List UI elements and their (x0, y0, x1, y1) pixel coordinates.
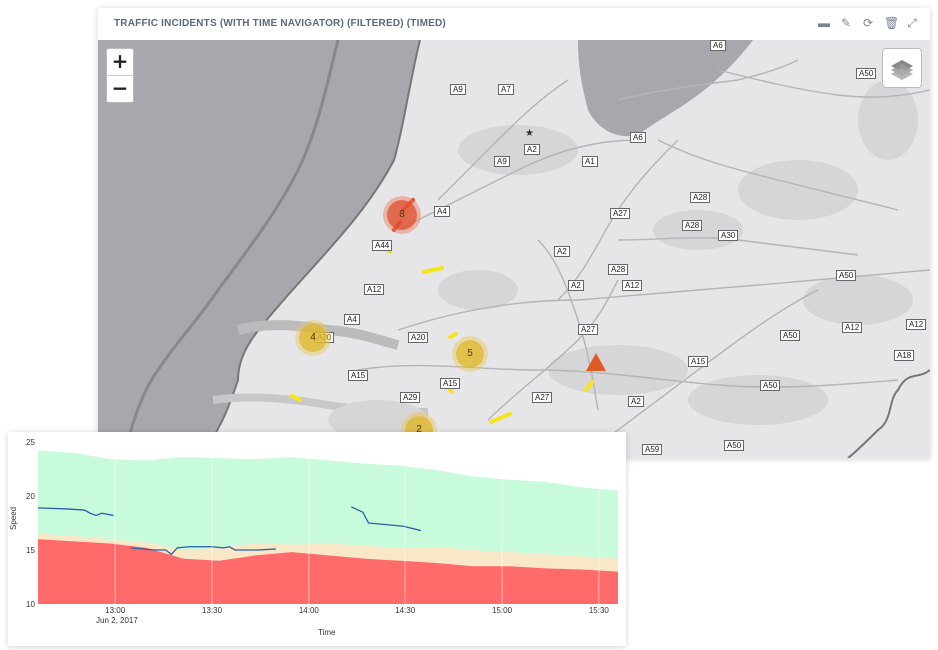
map-canvas[interactable]: ★ A6 A9 A7 A50 A6 A2 A1 A9 A4 A27 A28 A28 A44 A30 A2 A2… (98, 40, 930, 458)
road-label: A2 (568, 280, 584, 291)
y-axis-ticks: 25 20 15 10 (26, 438, 35, 609)
road-label: A7 (498, 84, 514, 95)
road-label: A50 (760, 380, 781, 391)
road-label: A2 (628, 396, 644, 407)
road-label: A28 (608, 264, 629, 275)
zoom-control: + − (106, 48, 134, 103)
sea-area (98, 40, 420, 458)
road-label: A2 (524, 144, 540, 155)
road-label: A12 (364, 284, 385, 295)
road-label: A4 (434, 206, 450, 217)
road-label: A12 (906, 319, 927, 330)
x-tick-label: 15:30 (589, 606, 610, 615)
y-tick-label: 20 (26, 492, 35, 501)
road-label: A29 (400, 392, 421, 403)
y-tick-label: 15 (26, 546, 35, 555)
road-label: A6 (630, 132, 646, 143)
road-label: A18 (894, 350, 915, 361)
urban-areas (328, 80, 918, 440)
chart-grid (114, 442, 600, 604)
trash-icon[interactable]: 🗑 (884, 16, 900, 30)
road-label: A1 (582, 156, 598, 167)
border-line (847, 369, 930, 458)
capital-star: ★ (525, 128, 534, 139)
road-label: A59 (642, 444, 663, 455)
road-label: A27 (610, 208, 631, 219)
x-axis-label: Time (318, 628, 336, 637)
y-tick-label: 25 (26, 438, 35, 447)
road-label: A9 (450, 84, 466, 95)
speed-line (130, 546, 276, 556)
chart-bands (38, 450, 618, 604)
map-base: ★ (98, 40, 930, 458)
road-label: A6 (710, 40, 726, 51)
y-axis-label: Speed (9, 507, 18, 530)
cluster-marker[interactable]: 4 (299, 324, 327, 352)
x-tick-label: 14:00 (299, 606, 320, 615)
road-label: A2 (554, 246, 570, 257)
minimize-icon[interactable]: ▬ (818, 16, 830, 30)
edit-icon[interactable]: ✎ (840, 16, 852, 30)
road-label: A28 (690, 192, 711, 203)
refresh-icon[interactable]: ⟳ (862, 16, 874, 30)
layers-icon (891, 60, 913, 80)
expand-icon[interactable]: ⤢ (907, 16, 917, 30)
layers-button[interactable] (882, 48, 922, 88)
sea-line (121, 40, 340, 458)
road-label: A27 (532, 392, 553, 403)
speed-line (37, 507, 114, 517)
road-label: A27 (578, 324, 599, 335)
lake-area (578, 40, 753, 137)
road-label: A15 (688, 356, 709, 367)
road-label: A50 (724, 440, 745, 451)
x-tick-label: 15:00 (492, 606, 513, 615)
panel-toolbar: ▬ ✎ ⟳ 🗑 ⤢ (818, 16, 918, 30)
x-tick-label: 13:30 (202, 606, 223, 615)
x-axis-subtitle: Jun 2, 2017 (96, 616, 138, 625)
road-label: A30 (718, 230, 739, 241)
road-label: A28 (682, 220, 703, 231)
speed-chart-panel: 25 20 15 10 13:00 13:30 14:00 14:30 15:00 15:30 … (8, 432, 626, 646)
road-label: A15 (348, 370, 369, 381)
road-label: A12 (622, 280, 643, 291)
road-label: A4 (344, 314, 360, 325)
x-axis-ticks: 13:00 13:30 14:00 14:30 15:00 15:30 (105, 606, 609, 615)
road-label: A9 (494, 156, 510, 167)
y-tick-label: 10 (26, 600, 35, 609)
map-panel: TRAFFIC INCIDENTS (WITH TIME NAVIGATOR) … (98, 8, 930, 458)
cluster-marker[interactable]: 8 (387, 200, 417, 230)
estuary (236, 320, 400, 350)
road-label: A20 (408, 332, 429, 343)
speed-line (350, 506, 421, 532)
zoom-out-button[interactable]: − (107, 75, 133, 102)
cluster-marker[interactable]: 5 (456, 340, 484, 368)
panel-title: TRAFFIC INCIDENTS (WITH TIME NAVIGATOR) … (114, 18, 446, 29)
road-label: A15 (440, 378, 461, 389)
chart-lines (37, 506, 421, 556)
zoom-in-button[interactable]: + (111, 49, 129, 73)
road-label: A12 (842, 322, 863, 333)
x-tick-label: 14:30 (395, 606, 416, 615)
road-label: A50 (780, 330, 801, 341)
alert-triangle (586, 353, 606, 371)
x-tick-label: 13:00 (105, 606, 126, 615)
band-red (38, 539, 618, 604)
road-label: A44 (372, 240, 393, 251)
road-label: A50 (856, 68, 877, 79)
panel-header: TRAFFIC INCIDENTS (WITH TIME NAVIGATOR) … (98, 8, 930, 40)
road-label: A50 (836, 270, 857, 281)
